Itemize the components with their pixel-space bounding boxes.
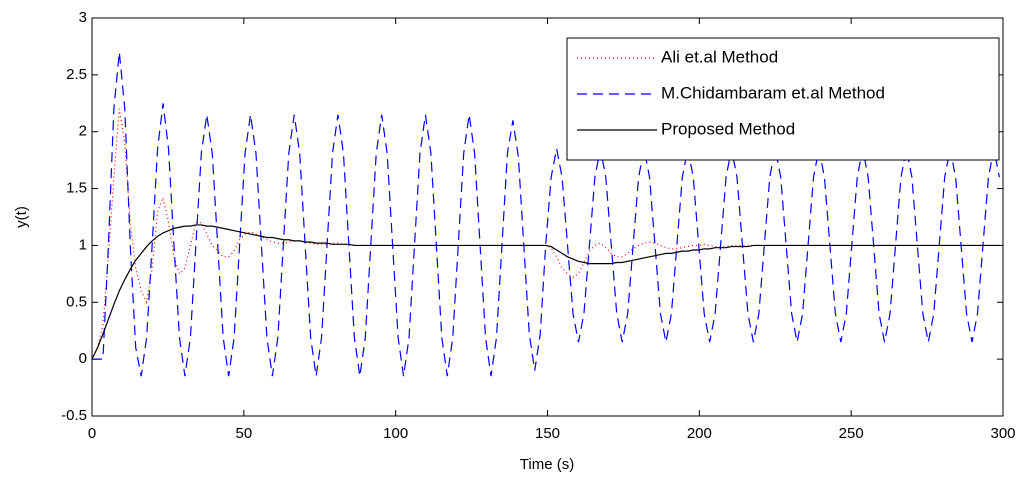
x-tick-label: 0	[88, 425, 96, 442]
x-tick-label: 250	[839, 425, 864, 442]
y-tick-label: -0.5	[61, 407, 87, 424]
y-tick-label: 1	[79, 236, 87, 253]
y-tick-label: 2.5	[66, 66, 87, 83]
y-tick-label: 0.5	[66, 293, 87, 310]
legend-label: Ali et.al Method	[661, 47, 778, 66]
y-axis-label: y(t)	[13, 206, 30, 228]
x-tick-label: 300	[990, 425, 1015, 442]
y-tick-label: 2	[79, 123, 87, 140]
series-line	[92, 52, 1000, 377]
legend-label: M.Chidambaram et.al Method	[661, 83, 885, 102]
legend-label: Proposed Method	[661, 119, 795, 138]
series-line	[92, 224, 1000, 360]
y-tick-label: 0	[79, 350, 87, 367]
x-axis-label: Time (s)	[520, 456, 574, 473]
x-tick-label: 50	[235, 425, 252, 442]
x-tick-label: 200	[687, 425, 712, 442]
y-tick-label: 3	[79, 9, 87, 26]
legend-box	[566, 37, 1000, 161]
x-tick-label: 150	[535, 425, 560, 442]
axes-box	[91, 17, 1004, 417]
y-tick-label: 1.5	[66, 180, 87, 197]
x-tick-label: 100	[383, 425, 408, 442]
